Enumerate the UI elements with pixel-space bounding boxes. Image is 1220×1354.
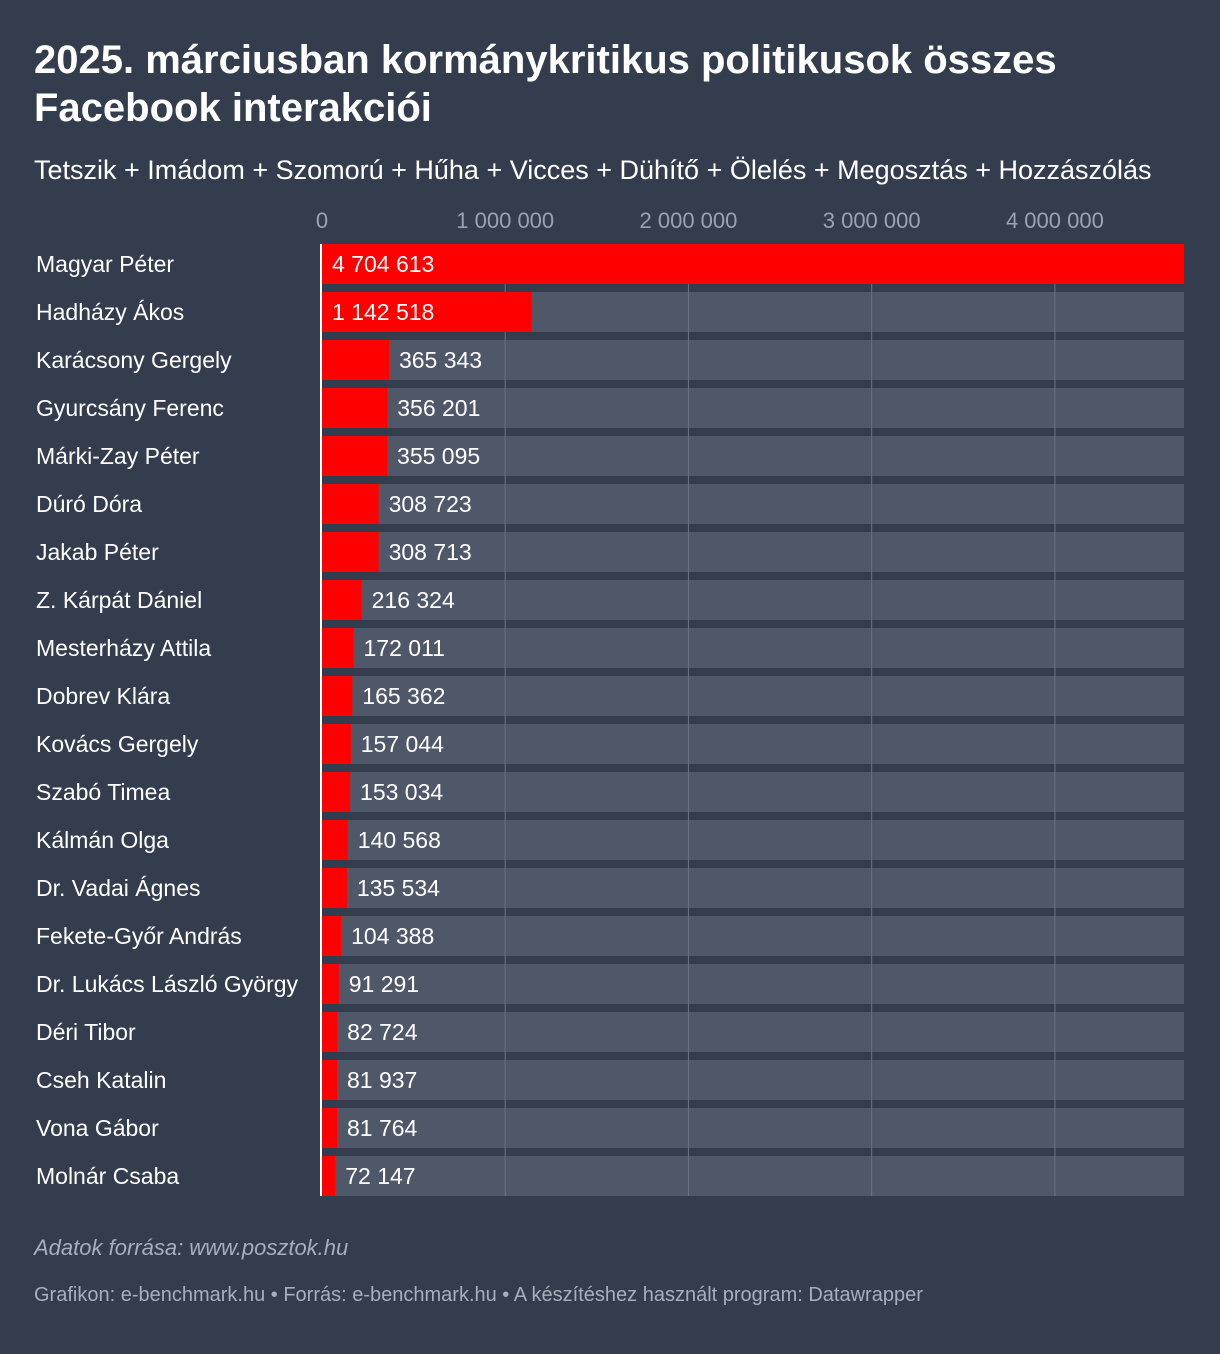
category-label: Hadházy Ákos	[36, 299, 184, 325]
bar	[322, 1012, 338, 1052]
bar	[322, 820, 348, 860]
bar	[322, 244, 1184, 284]
value-label: 308 723	[389, 491, 472, 517]
bar-track	[322, 1156, 1184, 1196]
bar-track	[322, 484, 1184, 524]
x-tick-label: 3 000 000	[823, 208, 921, 233]
value-label: 165 362	[362, 683, 445, 709]
bar	[322, 532, 379, 572]
value-label: 153 034	[360, 779, 443, 805]
bars: Magyar Péter 4 704 613 Hadházy Ákos 1 142 5…	[36, 244, 1184, 1196]
value-label: 135 534	[357, 875, 440, 901]
category-label: Gyurcsány Ferenc	[36, 395, 224, 421]
category-label: Márki-Zay Péter	[36, 443, 200, 469]
bar-track	[322, 1012, 1184, 1052]
bar	[322, 484, 379, 524]
bar	[322, 676, 353, 716]
bar	[322, 388, 388, 428]
bar-track	[322, 340, 1184, 380]
category-label: Karácsony Gergely	[36, 347, 232, 373]
bar-chart: 0 1 000 000 2 000 000 3 000 000 4 000 000 Ma…	[36, 208, 1184, 1196]
category-label: Mesterházy Attila	[36, 635, 211, 661]
value-label: 82 724	[347, 1019, 418, 1045]
bar	[322, 436, 388, 476]
category-label: Szabó Timea	[36, 779, 170, 805]
bar-rows	[322, 244, 1184, 1196]
bar-track	[322, 1060, 1184, 1100]
category-label: Fekete-Győr András	[36, 923, 242, 949]
bar-track	[322, 724, 1184, 764]
bar-track	[322, 772, 1184, 812]
bar	[322, 340, 389, 380]
value-label: 81 764	[347, 1115, 418, 1141]
bar-track	[322, 820, 1184, 860]
category-label: Molnár Csaba	[36, 1163, 179, 1189]
value-label: 1 142 518	[332, 299, 434, 325]
category-label: Dúró Dóra	[36, 491, 142, 517]
bar	[322, 1156, 336, 1196]
bar	[322, 916, 342, 956]
bar	[322, 868, 347, 908]
bar-track	[322, 964, 1184, 1004]
bar-track	[322, 676, 1184, 716]
category-label: Magyar Péter	[36, 251, 174, 277]
category-label: Cseh Katalin	[36, 1067, 166, 1093]
bar-track	[322, 628, 1184, 668]
credits-line: Grafikon: e-benchmark.hu • Forrás: e-ben…	[34, 1284, 923, 1306]
category-label: Z. Kárpát Dániel	[36, 587, 202, 613]
bar-track	[322, 580, 1184, 620]
bar-track	[322, 868, 1184, 908]
category-label: Jakab Péter	[36, 539, 159, 565]
value-label: 172 011	[364, 635, 445, 661]
category-label: Dr. Vadai Ágnes	[36, 875, 201, 901]
x-axis-ticks: 0 1 000 000 2 000 000 3 000 000 4 000 000	[316, 208, 1104, 233]
bar	[322, 1108, 337, 1148]
x-tick-label: 1 000 000	[456, 208, 554, 233]
chart-subtitle: Tetszik + Imádom + Szomorú + Hűha + Vicc…	[34, 155, 1152, 185]
value-label: 81 937	[347, 1067, 417, 1093]
value-label: 91 291	[349, 971, 419, 997]
bar	[322, 580, 362, 620]
bar	[322, 292, 532, 332]
category-label: Kálmán Olga	[36, 827, 169, 853]
category-label: Dr. Lukács László György	[36, 971, 299, 997]
category-label: Vona Gábor	[36, 1115, 159, 1141]
x-tick-label: 0	[316, 208, 328, 233]
value-label: 4 704 613	[332, 251, 434, 277]
x-tick-label: 2 000 000	[640, 208, 738, 233]
bar	[322, 724, 351, 764]
x-tick-label: 4 000 000	[1006, 208, 1104, 233]
bar-track	[322, 388, 1184, 428]
category-label: Dobrev Klára	[36, 683, 170, 709]
category-label: Kovács Gergely	[36, 731, 199, 757]
value-label: 355 095	[397, 443, 480, 469]
bar	[322, 1060, 338, 1100]
value-label: 72 147	[345, 1163, 415, 1189]
gridlines	[504, 244, 1056, 1196]
bar	[322, 628, 354, 668]
category-label: Déri Tibor	[36, 1019, 136, 1045]
value-label: 356 201	[397, 395, 480, 421]
value-label: 104 388	[351, 923, 434, 949]
data-source-note: Adatok forrása: www.posztok.hu	[34, 1235, 349, 1260]
bar-track	[322, 436, 1184, 476]
bar	[322, 964, 339, 1004]
bar	[322, 772, 351, 812]
value-label: 216 324	[372, 587, 455, 613]
value-label: 140 568	[358, 827, 441, 853]
value-label: 365 343	[399, 347, 482, 373]
bar-track	[322, 916, 1184, 956]
value-label: 308 713	[389, 539, 472, 565]
bar-track	[322, 532, 1184, 572]
bar-track	[322, 1108, 1184, 1148]
chart-title: 2025. márciusban kormánykritikus politik…	[34, 38, 1057, 130]
value-label: 157 044	[361, 731, 444, 757]
